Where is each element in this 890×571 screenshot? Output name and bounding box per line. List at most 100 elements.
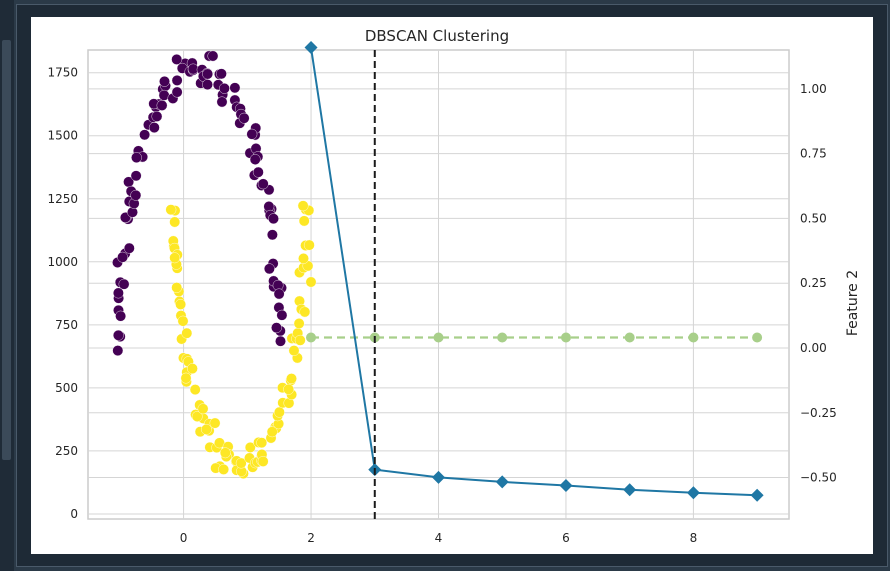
cluster-1-point <box>273 406 285 418</box>
cluster-0-point <box>156 100 168 111</box>
cluster-0-point <box>202 79 213 90</box>
cluster-0-point <box>202 68 214 80</box>
cluster-1-point <box>294 334 306 346</box>
cluster-1-point <box>286 373 297 384</box>
cluster-0-point <box>271 322 282 334</box>
x-tick-label: 0 <box>180 531 188 545</box>
side-panel-tab <box>2 40 11 460</box>
cluster-1-point <box>186 363 198 374</box>
cluster-0-point <box>118 278 130 290</box>
cluster-1-point <box>191 411 203 422</box>
y-right-tick-label: 0.50 <box>800 211 827 225</box>
cluster-0-point <box>171 54 183 65</box>
flat-series-point <box>433 332 444 343</box>
elbow-series-point <box>559 478 573 492</box>
cluster-0-point <box>123 242 135 254</box>
dbscan-chart: 0 2 4 6 8 0 250 500 750 1000 1250 1500 1750 1.00 0.75 0… <box>47 27 861 545</box>
cluster-1-point <box>177 315 189 327</box>
cluster-0-point <box>171 75 183 86</box>
y-right-tick-label: 0.75 <box>800 147 827 161</box>
cluster-1-point <box>175 298 187 310</box>
flat-series-point <box>497 332 508 343</box>
cluster-1-point <box>288 345 300 356</box>
cluster-1-point <box>200 423 212 435</box>
y-right-tick-label: 0.25 <box>800 276 827 290</box>
cluster-1-point <box>171 282 183 293</box>
cluster-0-point <box>257 178 269 190</box>
cluster-0-point <box>252 166 264 178</box>
cluster-0-point <box>112 345 124 356</box>
cluster-1-point <box>218 463 230 475</box>
cluster-0-point <box>276 309 288 321</box>
cluster-0-point <box>117 251 129 263</box>
y-axis-right-label: Feature 2 <box>845 270 861 336</box>
cluster-1-point <box>266 426 278 438</box>
y-right-tick-label: −0.50 <box>800 471 837 485</box>
cluster-0-point <box>130 170 142 182</box>
flat-series-point <box>624 332 635 343</box>
elbow-series-point <box>686 486 700 500</box>
elbow-series-line <box>310 47 758 497</box>
y-left-tick-label: 1000 <box>47 255 78 269</box>
cluster-0-point <box>268 213 279 225</box>
cluster-1-point <box>244 441 256 453</box>
cluster-0-point <box>139 129 151 141</box>
y-left-tick-label: 750 <box>55 318 78 332</box>
cluster-0-point <box>159 76 170 87</box>
chart-canvas: 0 2 4 6 8 0 250 500 750 1000 1250 1500 1750 1.00 0.75 0… <box>31 17 873 554</box>
cluster-0-point <box>215 68 227 80</box>
chart-title: DBSCAN Clustering <box>365 27 509 45</box>
x-tick-label: 8 <box>690 531 698 545</box>
x-tick-label: 6 <box>562 531 570 545</box>
flat-series-point <box>561 332 571 343</box>
elbow-series-point <box>750 488 764 502</box>
cluster-1-point <box>256 437 268 449</box>
cluster-1-point <box>257 455 269 467</box>
cluster-0-point <box>275 335 286 347</box>
cluster-0-point <box>148 122 160 134</box>
cluster-0-point <box>238 112 250 124</box>
cluster-1-point <box>305 276 317 288</box>
cluster-1-point <box>169 252 181 264</box>
cluster-1-point <box>169 216 181 228</box>
cluster-1-point <box>189 384 201 395</box>
cluster-1-point <box>303 239 315 251</box>
cluster-1-point <box>235 457 247 469</box>
y-left-tick-label: 1500 <box>47 129 78 143</box>
elbow-series-point <box>304 40 318 54</box>
cluster-1-point <box>297 200 309 212</box>
y-right-tick-label: 0.00 <box>800 341 827 355</box>
elbow-series-point <box>495 475 509 489</box>
cluster-1-point <box>197 403 209 415</box>
cluster-1-point <box>293 318 305 329</box>
cluster-0-point <box>216 96 228 108</box>
cluster-0-point <box>171 86 183 98</box>
flat-series-point <box>306 332 316 343</box>
cluster-0-point <box>130 189 142 201</box>
cluster-1-point <box>298 215 310 227</box>
elbow-series-point <box>623 483 637 497</box>
y-left-tick-label: 250 <box>55 444 78 458</box>
cluster-1-point <box>298 253 309 264</box>
cluster-0-point <box>263 263 275 275</box>
cluster-0-point <box>229 82 241 94</box>
cluster-0-point <box>113 329 124 341</box>
cluster-0-point <box>266 229 278 241</box>
flat-series-point <box>752 332 763 343</box>
cluster-0-point <box>151 111 163 122</box>
y-left-tick-label: 0 <box>70 507 78 521</box>
cluster-0-point <box>218 83 230 94</box>
cluster-0-point <box>113 287 124 299</box>
elbow-series-point <box>432 470 445 484</box>
cluster-1-point <box>283 383 295 395</box>
cluster-0-point <box>207 50 219 62</box>
cluster-1-point <box>219 447 231 459</box>
cluster-0-point <box>246 128 258 140</box>
cluster-0-point <box>115 310 127 322</box>
y-right-tick-label: −0.25 <box>800 406 837 420</box>
y-left-tick-label: 1250 <box>47 192 78 206</box>
flat-series-point <box>688 332 699 343</box>
y-left-tick-label: 1750 <box>47 66 78 80</box>
cluster-0-point <box>273 288 285 300</box>
y-left-tick-label: 500 <box>55 381 78 395</box>
